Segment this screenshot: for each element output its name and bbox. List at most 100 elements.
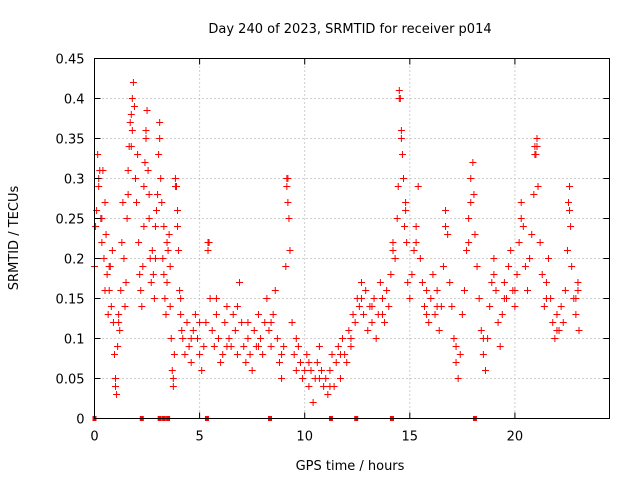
data-point [181, 351, 189, 358]
data-point [567, 223, 575, 230]
data-point [336, 351, 344, 358]
data-point [418, 279, 426, 286]
data-point [156, 119, 164, 126]
data-point [410, 247, 418, 254]
data-point [450, 335, 458, 342]
data-point [101, 287, 109, 294]
data-point [423, 287, 431, 294]
data-point [95, 183, 103, 190]
data-point [286, 247, 294, 254]
data-point [347, 343, 355, 350]
data-point [267, 319, 275, 326]
data-point [517, 215, 525, 222]
data-point [439, 263, 447, 270]
data-point [240, 343, 248, 350]
data-point [542, 295, 550, 302]
data-point [452, 343, 460, 350]
data-point [283, 175, 291, 182]
data-point [163, 239, 171, 246]
data-point [271, 287, 279, 294]
data-point [200, 343, 208, 350]
data-point [385, 303, 393, 310]
data-point [406, 295, 414, 302]
data-point [117, 287, 125, 294]
data-point [104, 311, 112, 318]
data-point [395, 87, 403, 94]
data-point [355, 303, 363, 310]
data-point [128, 95, 136, 102]
data-point [223, 343, 231, 350]
data-point [465, 239, 473, 246]
data-point [414, 183, 422, 190]
data-point [553, 327, 561, 334]
data-point [267, 343, 275, 350]
data-point [174, 207, 182, 214]
data-point [221, 319, 229, 326]
data-point [157, 175, 165, 182]
data-point [553, 311, 561, 318]
data-point [191, 311, 199, 318]
data-point [566, 207, 574, 214]
data-point [393, 215, 401, 222]
data-point [292, 335, 300, 342]
x-axis-label: GPS time / hours [296, 459, 405, 474]
data-point [467, 199, 475, 206]
data-point [212, 295, 220, 302]
y-tick-label: 0.25 [56, 213, 85, 228]
data-point [101, 199, 109, 206]
data-point [170, 351, 178, 358]
data-point [387, 271, 395, 278]
data-point [454, 375, 462, 382]
data-point [233, 351, 241, 358]
x-tick-label: 20 [507, 430, 524, 445]
x-tick-label: 5 [195, 430, 203, 445]
data-point [142, 127, 150, 134]
data-point [500, 295, 508, 302]
data-point [364, 327, 372, 334]
data-point [394, 183, 402, 190]
data-point [322, 375, 330, 382]
data-point [519, 223, 527, 230]
data-point [389, 239, 397, 246]
data-point [575, 327, 583, 334]
data-point [219, 351, 227, 358]
data-point [177, 311, 185, 318]
data-point [460, 287, 468, 294]
data-point [204, 239, 212, 246]
data-point [566, 183, 574, 190]
data-point [349, 311, 357, 318]
data-point [442, 223, 450, 230]
data-point [263, 295, 271, 302]
data-point [118, 239, 126, 246]
data-point [178, 327, 186, 334]
data-point [376, 279, 384, 286]
data-point [347, 335, 355, 342]
data-point [140, 183, 148, 190]
data-point [401, 223, 409, 230]
data-point [236, 279, 244, 286]
data-point [297, 359, 304, 366]
data-point [294, 343, 302, 350]
data-point [242, 359, 250, 366]
data-point [130, 103, 138, 110]
data-point [124, 191, 132, 198]
data-point [549, 319, 557, 326]
data-point [179, 335, 187, 342]
data-point [176, 287, 184, 294]
data-point [431, 311, 439, 318]
data-point [500, 279, 508, 286]
data-point [507, 247, 515, 254]
data-point [452, 359, 460, 366]
data-point [395, 95, 403, 102]
data-point [231, 327, 239, 334]
data-point [528, 231, 536, 238]
data-point [515, 239, 523, 246]
data-point [259, 351, 267, 358]
data-point [536, 239, 544, 246]
data-point [160, 271, 168, 278]
data-point [275, 359, 283, 366]
data-point [568, 263, 576, 270]
data-point [163, 279, 171, 286]
data-point [134, 151, 142, 158]
